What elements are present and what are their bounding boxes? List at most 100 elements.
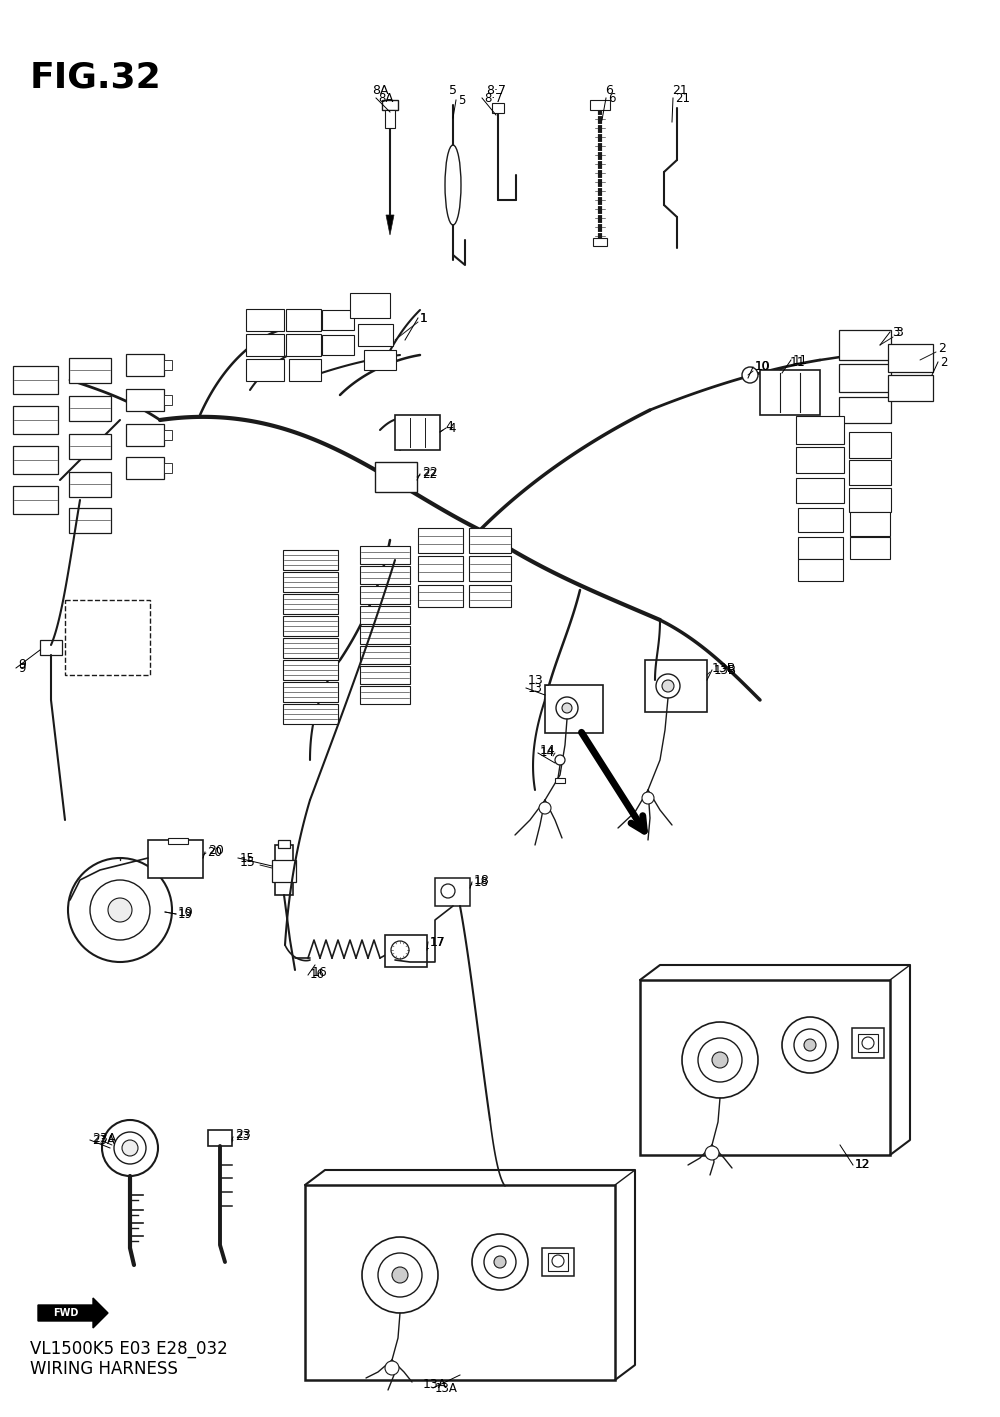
Bar bbox=[435, 879, 470, 905]
Circle shape bbox=[539, 802, 551, 813]
Bar bbox=[69, 434, 111, 459]
Bar bbox=[850, 512, 890, 536]
Circle shape bbox=[794, 1029, 826, 1061]
Bar bbox=[360, 565, 410, 584]
Text: 8A: 8A bbox=[378, 92, 393, 105]
Text: 3: 3 bbox=[892, 326, 899, 339]
Text: 20: 20 bbox=[208, 843, 224, 856]
Text: 8A: 8A bbox=[372, 84, 388, 96]
Bar bbox=[385, 111, 395, 128]
Bar bbox=[246, 359, 284, 381]
Bar bbox=[164, 395, 172, 405]
Text: 4: 4 bbox=[445, 421, 453, 434]
Text: 23: 23 bbox=[235, 1131, 250, 1144]
Bar bbox=[418, 527, 462, 553]
Text: 9: 9 bbox=[18, 659, 26, 672]
Text: 17: 17 bbox=[430, 935, 445, 948]
Circle shape bbox=[555, 755, 565, 765]
Bar bbox=[548, 1253, 568, 1271]
Bar bbox=[164, 429, 172, 441]
Bar bbox=[208, 1129, 232, 1146]
Bar bbox=[126, 354, 164, 376]
Bar bbox=[12, 407, 58, 434]
Bar bbox=[12, 446, 58, 475]
Polygon shape bbox=[640, 981, 890, 1155]
Text: WIRING HARNESS: WIRING HARNESS bbox=[30, 1360, 178, 1377]
Bar bbox=[360, 587, 410, 604]
Bar bbox=[492, 103, 504, 113]
Text: 23A: 23A bbox=[92, 1132, 116, 1145]
Circle shape bbox=[742, 367, 758, 383]
Bar bbox=[469, 555, 511, 581]
Circle shape bbox=[662, 680, 674, 691]
Circle shape bbox=[804, 1039, 816, 1051]
Text: 14: 14 bbox=[540, 744, 556, 757]
Text: 2: 2 bbox=[938, 341, 946, 354]
Circle shape bbox=[108, 898, 132, 922]
Circle shape bbox=[494, 1255, 506, 1268]
Bar bbox=[418, 555, 462, 581]
Circle shape bbox=[362, 1237, 438, 1314]
Bar bbox=[888, 376, 932, 401]
Circle shape bbox=[552, 1255, 564, 1267]
Bar bbox=[283, 682, 338, 701]
Text: 4: 4 bbox=[448, 421, 456, 435]
Bar bbox=[839, 330, 891, 360]
Text: 13: 13 bbox=[528, 673, 544, 686]
Circle shape bbox=[656, 674, 680, 699]
Text: 23A: 23A bbox=[92, 1134, 115, 1146]
Text: 16: 16 bbox=[310, 968, 325, 982]
Circle shape bbox=[556, 697, 578, 718]
Bar bbox=[275, 845, 293, 896]
Bar bbox=[246, 309, 284, 332]
Circle shape bbox=[484, 1246, 516, 1278]
Text: 5: 5 bbox=[458, 94, 465, 106]
Text: 15: 15 bbox=[240, 856, 256, 869]
Bar bbox=[360, 606, 410, 623]
Text: 20: 20 bbox=[207, 846, 222, 859]
Text: 12: 12 bbox=[855, 1159, 870, 1172]
Circle shape bbox=[122, 1141, 138, 1156]
Bar bbox=[322, 334, 354, 356]
Bar bbox=[852, 1027, 884, 1058]
Bar bbox=[322, 310, 354, 330]
Bar bbox=[839, 364, 891, 393]
Bar bbox=[358, 324, 392, 346]
Bar bbox=[283, 660, 338, 680]
Bar bbox=[283, 594, 338, 614]
Text: 11: 11 bbox=[790, 356, 806, 368]
Bar bbox=[283, 616, 338, 636]
Bar bbox=[542, 1248, 574, 1275]
Bar bbox=[760, 370, 820, 415]
Text: FIG.32: FIG.32 bbox=[30, 60, 162, 94]
Text: 13B: 13B bbox=[712, 662, 736, 674]
Polygon shape bbox=[386, 215, 394, 235]
Bar bbox=[593, 238, 607, 247]
Bar bbox=[385, 935, 427, 966]
Bar bbox=[590, 101, 610, 111]
Text: 12: 12 bbox=[855, 1159, 871, 1172]
Circle shape bbox=[102, 1119, 158, 1176]
Circle shape bbox=[705, 1146, 719, 1161]
Text: 9: 9 bbox=[18, 662, 26, 674]
Text: 18: 18 bbox=[474, 876, 489, 888]
Circle shape bbox=[392, 1267, 408, 1282]
Bar bbox=[283, 638, 338, 657]
Bar bbox=[360, 626, 410, 643]
Circle shape bbox=[114, 1132, 146, 1163]
Text: 21: 21 bbox=[672, 84, 688, 96]
Text: 23: 23 bbox=[235, 1128, 251, 1142]
Bar bbox=[126, 424, 164, 446]
Bar bbox=[164, 463, 172, 473]
Bar bbox=[798, 509, 842, 531]
Circle shape bbox=[385, 1360, 399, 1374]
Text: 14: 14 bbox=[540, 747, 555, 760]
Circle shape bbox=[472, 1234, 528, 1289]
Bar bbox=[12, 366, 58, 394]
Bar bbox=[350, 292, 390, 317]
Bar bbox=[286, 334, 320, 356]
Bar bbox=[798, 558, 842, 581]
Bar bbox=[850, 537, 890, 558]
Bar bbox=[364, 350, 396, 370]
Text: 17: 17 bbox=[430, 935, 446, 948]
